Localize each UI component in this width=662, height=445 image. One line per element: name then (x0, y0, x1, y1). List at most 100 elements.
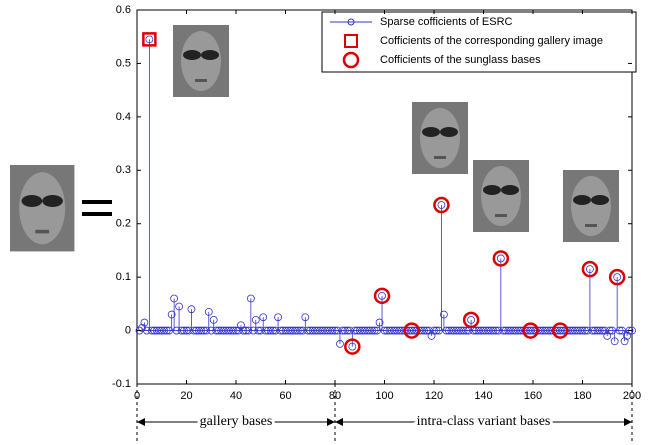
legend-marker (344, 34, 358, 48)
legend-box (321, 11, 637, 73)
marker (511, 326, 520, 335)
marker (175, 302, 183, 311)
face-image (10, 165, 75, 252)
marker (365, 326, 374, 335)
marker (489, 326, 498, 335)
marker (395, 326, 404, 335)
marker (306, 326, 315, 335)
marker (378, 291, 386, 300)
marker (256, 326, 265, 335)
marker (138, 323, 146, 332)
marker (373, 287, 391, 305)
marker (479, 326, 488, 335)
face-image (173, 25, 229, 97)
marker (583, 326, 592, 335)
x-tick-label: 40 (230, 390, 242, 402)
marker (432, 326, 441, 335)
marker (135, 326, 144, 335)
legend-label: Cofficients of the corresponding gallery… (380, 35, 603, 47)
y-tick-label: -0.1 (112, 378, 131, 390)
marker (182, 326, 191, 335)
x-tick-label: 160 (524, 390, 542, 402)
marker (568, 326, 577, 335)
marker (261, 326, 270, 335)
marker (264, 326, 273, 335)
marker (370, 326, 379, 335)
marker (459, 326, 468, 335)
marker (157, 326, 166, 335)
marker (150, 326, 159, 335)
marker (162, 326, 171, 335)
x-tick-label: 140 (474, 390, 492, 402)
marker (358, 326, 367, 335)
marker (598, 326, 607, 335)
marker (608, 326, 617, 335)
marker (333, 326, 342, 335)
marker (160, 326, 169, 335)
arrow-head (335, 418, 343, 426)
marker (615, 326, 624, 335)
marker (152, 326, 161, 335)
marker (452, 326, 461, 335)
marker (600, 326, 609, 335)
marker (522, 322, 539, 339)
marker (316, 326, 325, 335)
x-tick-label: 120 (425, 390, 443, 402)
marker (392, 326, 401, 335)
marker (343, 326, 352, 335)
marker (605, 326, 614, 335)
marker (192, 326, 201, 335)
marker (491, 326, 500, 335)
marker (237, 321, 245, 330)
marker (142, 32, 157, 47)
marker (217, 326, 226, 335)
x-tick-label: 60 (279, 390, 291, 402)
y-tick-label: 0.5 (116, 57, 131, 69)
face-image (473, 160, 529, 232)
marker (308, 326, 317, 335)
legend-marker (347, 18, 355, 26)
marker (244, 326, 253, 335)
marker (246, 294, 255, 303)
marker (170, 294, 179, 303)
marker (509, 326, 518, 335)
arrow-head (624, 418, 632, 426)
marker (142, 326, 151, 335)
marker (482, 326, 490, 335)
marker (454, 326, 463, 335)
marker (462, 311, 480, 329)
marker (368, 326, 377, 335)
marker (293, 326, 302, 335)
marker (318, 326, 327, 335)
marker (185, 326, 193, 335)
face-image (563, 170, 619, 242)
marker (427, 332, 436, 340)
marker (177, 326, 186, 335)
y-tick-label: 0.2 (116, 218, 131, 230)
marker (526, 326, 535, 335)
marker (224, 326, 233, 335)
marker (199, 326, 208, 335)
marker (487, 326, 495, 335)
marker (222, 326, 231, 335)
marker (581, 326, 589, 335)
x-tick-label: 80 (329, 390, 341, 402)
marker (190, 326, 198, 335)
x-tick-label: 0 (134, 390, 140, 402)
marker (298, 326, 307, 335)
marker (551, 322, 569, 339)
marker (501, 326, 510, 335)
marker (541, 326, 550, 335)
marker (187, 305, 196, 314)
marker (284, 326, 292, 335)
marker (276, 326, 285, 335)
marker (274, 313, 282, 322)
marker (348, 342, 357, 351)
marker (281, 326, 290, 335)
marker (588, 326, 597, 335)
marker (345, 326, 354, 335)
marker (232, 326, 240, 335)
marker (239, 326, 248, 335)
marker (234, 326, 243, 335)
